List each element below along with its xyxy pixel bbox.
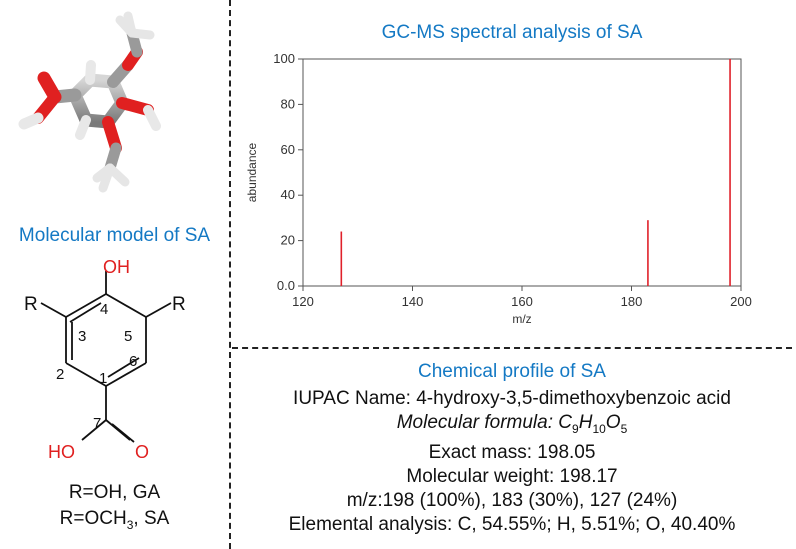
y-tick-label: 40 (281, 187, 295, 202)
molecular-model-3d (18, 11, 161, 193)
r-legend-sa: R=OCH3, SA (59, 508, 170, 532)
label-oh-top: OH (103, 257, 130, 277)
y-tick-label: 60 (281, 142, 295, 157)
profile-exact-mass: Exact mass: 198.05 (428, 441, 596, 463)
atom-number-6: 6 (129, 353, 138, 370)
atom-number-5: 5 (124, 328, 133, 345)
profile-formula: Molecular formula: C9H10O5 (396, 412, 628, 436)
plot-frame (302, 58, 742, 287)
profile-elemental: Elemental analysis: C, 54.55%; H, 5.51%;… (288, 513, 736, 535)
x-axis-label: m/z (512, 312, 531, 326)
y-tick-label: 100 (273, 51, 295, 66)
x-tick-label: 180 (621, 294, 643, 309)
x-tick-label: 160 (511, 294, 533, 309)
profile-mz: m/z:198 (100%), 183 (30%), 127 (24%) (346, 489, 678, 511)
vertical-divider (229, 0, 231, 549)
y-tick-label: 20 (281, 233, 295, 248)
atom-number-2: 2 (56, 366, 65, 383)
x-tick-label: 120 (292, 294, 314, 309)
label-o: O (135, 442, 150, 462)
atom-number-3: 3 (78, 328, 87, 345)
x-tick-label: 200 (730, 294, 752, 309)
atom-number-4: 4 (100, 301, 109, 318)
r-group-legend: R=OH, GA R=OCH3, SA (0, 480, 229, 538)
profile-title: Chemical profile of SA (418, 361, 606, 382)
profile-molecular-weight: Molecular weight: 198.17 (406, 465, 618, 487)
y-tick-label: 80 (281, 96, 295, 111)
profile-iupac: IUPAC Name: 4-hydroxy-3,5-dimethoxybenzo… (293, 388, 731, 409)
label-r-right: R (172, 294, 186, 315)
r-legend-ga: R=OH, GA (68, 482, 161, 503)
skeletal-structure (40, 271, 172, 443)
atom-number-7: 7 (93, 415, 102, 432)
label-r-left: R (24, 294, 38, 315)
gcms-chart: 120 140 160 180 200 0.0 20 40 60 80 100 m/z abundanc… (245, 51, 752, 326)
horizontal-divider (232, 347, 792, 349)
molecular-model-caption: Molecular model of SA (18, 225, 211, 246)
label-ho: HO (48, 442, 75, 462)
chart-title: GC-MS spectral analysis of SA (381, 22, 643, 43)
y-axis-label: abundance (245, 142, 259, 202)
x-tick-label: 140 (402, 294, 424, 309)
y-tick-label: 0.0 (277, 278, 295, 293)
chemical-profile: Chemical profile of SA IUPAC Name: 4-hyd… (232, 360, 792, 537)
atom-number-1: 1 (99, 370, 108, 387)
